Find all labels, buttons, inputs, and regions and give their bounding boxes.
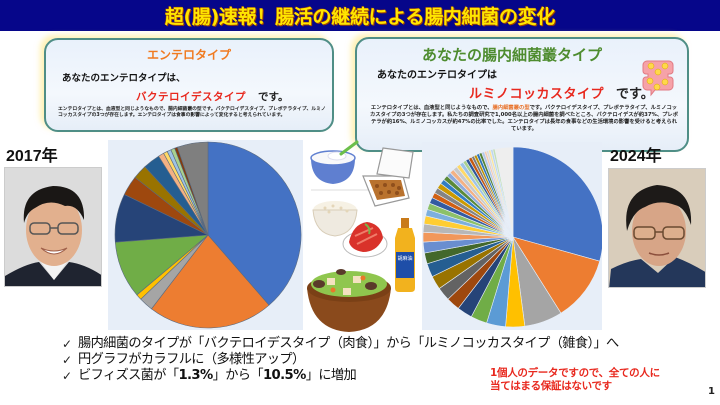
portrait-photo-2017 — [4, 167, 102, 287]
body-pre: エンテロタイプとは、血液型と同じようなもので、 — [370, 105, 493, 111]
rice-icon — [312, 201, 358, 237]
enterotype-name: バクテロイデスタイプ — [136, 91, 246, 103]
enterotype-card-2024: あなたの腸内細菌叢タイプ あなたのエンテロタイプは ルミノコッカスタイプ です。 … — [355, 37, 689, 152]
pie-chart-2024 — [422, 142, 602, 330]
person-portrait-icon — [5, 168, 101, 286]
card-intro-text: あなたのエンテロタイプは、 — [62, 73, 186, 84]
finding-text: 円グラフがカラフルに（多様性アップ） — [78, 352, 305, 367]
pie-slice — [512, 236, 601, 314]
card-description: エンテロタイプとは、血液型と同じようなもので、腸内細菌叢の型です。バクテロイデス… — [369, 105, 679, 133]
nabe-icon — [307, 269, 391, 332]
findings-list: ✓ 腸内細菌のタイプが「バクテロイデスタイプ（肉食）」から「ルミノコッカスタイプ… — [62, 336, 619, 384]
oil-label: 胡麻油 — [397, 255, 412, 262]
pie-chart-2017 — [108, 140, 303, 330]
sesame-oil-icon: 胡麻油 — [395, 218, 415, 292]
body-highlight: 腸内細菌叢の型 — [492, 105, 530, 111]
kimchi-icon — [342, 222, 388, 258]
desu-text: です。 — [616, 87, 654, 102]
natto-icon — [362, 147, 414, 207]
pie-slice — [494, 146, 514, 238]
finding-text-post: 」に増加 — [305, 368, 357, 383]
pie-slice — [151, 234, 270, 329]
person-portrait-icon — [609, 169, 705, 287]
value-after: 10.5% — [262, 368, 306, 383]
page-number: 1 — [708, 386, 715, 397]
pie-slice — [207, 141, 302, 306]
finding-text-mid: 」から「 — [212, 368, 264, 383]
disclaimer-line: 1個人のデータですので、全ての人に — [490, 367, 660, 379]
disclaimer-note: 1個人のデータですので、全ての人に 当てはまる保証はないです — [490, 367, 660, 393]
finding-item: ✓ 円グラフがカラフルに（多様性アップ） — [62, 352, 619, 368]
pie-slice — [512, 146, 602, 262]
enterotype-card-2017: エンテロタイプ あなたのエンテロタイプは、 バクテロイデスタイプ です。 エンテロ… — [44, 38, 334, 132]
finding-item: ✓ ビフィズス菌が「 1.3% 」から「 10.5% 」に増加 — [62, 368, 619, 384]
card-intro-text: あなたのエンテロタイプは — [377, 70, 497, 81]
check-icon: ✓ — [62, 369, 72, 383]
pie-svg-2017 — [114, 141, 302, 329]
check-icon: ✓ — [62, 353, 72, 367]
card-result-line: バクテロイデスタイプ です。 — [136, 89, 288, 104]
finding-item: ✓ 腸内細菌のタイプが「バクテロイデスタイプ（肉食）」から「ルミノコッカスタイプ… — [62, 336, 619, 352]
slide-title: 超(腸)速報！腸活の継続による腸内細菌の変化 — [164, 6, 556, 28]
card-description: エンテロタイプとは、血液型と同じようなもので、腸内細菌叢の型です。バクテロイデス… — [58, 107, 326, 119]
food-illustrations: 胡麻油 — [307, 140, 415, 332]
year-label-2024: 2024年 — [610, 148, 662, 165]
card-heading: あなたの腸内細菌叢タイプ — [421, 46, 602, 64]
card-heading: エンテロタイプ — [146, 48, 231, 62]
card-result-line: ルミノコッカスタイプ です。 — [469, 83, 654, 102]
pie-slice — [176, 141, 209, 236]
title-bar: 超(腸)速報！腸活の継続による腸内細菌の変化 — [0, 0, 720, 31]
enterotype-name: ルミノコッカスタイプ — [469, 87, 605, 102]
portrait-photo-2024 — [608, 168, 706, 288]
finding-text-pre: ビフィズス菌が「 — [78, 368, 179, 383]
desu-text: です。 — [258, 91, 289, 103]
happy-gut-icon — [642, 60, 674, 97]
value-before: 1.3% — [178, 368, 213, 383]
check-icon: ✓ — [62, 337, 72, 351]
body-post: です。バクテロイデスタイプ、プレボテラタイプ、ルミノコッカスタイプの3つが存在し… — [369, 105, 679, 132]
disclaimer-line: 当てはまる保証はないです — [490, 380, 612, 392]
yogurt-icon — [310, 140, 359, 184]
year-label-2017: 2017年 — [6, 148, 58, 165]
pie-svg-2024 — [422, 146, 602, 328]
finding-text: 腸内細菌のタイプが「バクテロイデスタイプ（肉食）」から「ルミノコッカスタイプ（雑… — [78, 336, 619, 351]
